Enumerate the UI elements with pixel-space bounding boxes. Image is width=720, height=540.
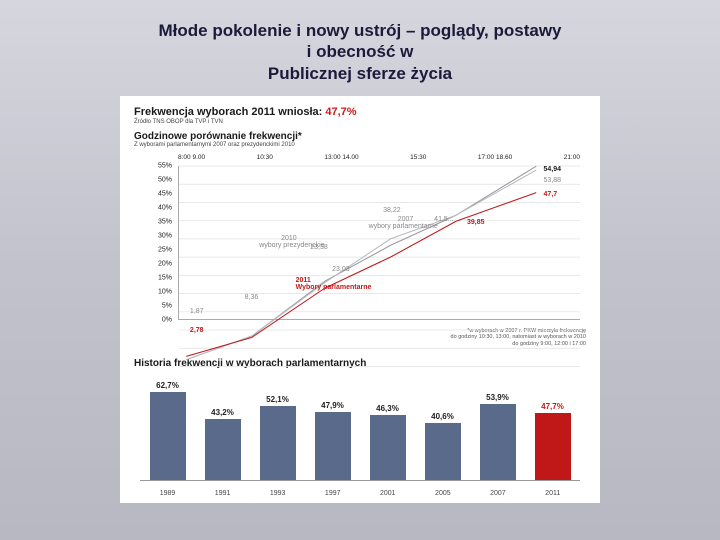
linechart-y-tick: 40%: [158, 204, 172, 211]
linechart-annotation: 53,88: [544, 177, 562, 184]
bar-group: 40,6%: [425, 412, 461, 480]
linechart-annotation: 54,94: [544, 166, 562, 173]
bar-group: 47,7%: [535, 402, 571, 480]
linechart-y-tick: 45%: [158, 190, 172, 197]
barchart-plot-area: 62,7% 43,2% 52,1% 47,9% 46,3% 40,6% 53,9% 47,7%: [140, 377, 580, 481]
headline-value: 47,7%: [325, 106, 356, 118]
linechart-y-tick: 5%: [162, 302, 172, 309]
linechart-series: [186, 166, 536, 359]
linechart-subnote: Z wyborami parlamentarnymi 2007 oraz pre…: [134, 142, 586, 148]
linechart-y-axis: 55%50%45%40%35%30%25%20%15%10%5%0%: [134, 166, 176, 320]
bar-x-label: 2005: [435, 490, 451, 497]
bar-value-label: 43,2%: [211, 408, 234, 417]
linechart-x-axis: 8:00 9.00 10:30 13:00 14.00 15:30 17:00 18.6…: [178, 154, 580, 161]
bar: [315, 412, 351, 479]
linechart-annotation: 39,85: [467, 219, 485, 226]
bar: [480, 404, 516, 480]
bar-group: 52,1%: [260, 395, 296, 479]
headline-source: Źródło TNS OBOP dla TVP i TVN: [134, 119, 586, 125]
bar-x-label: 1991: [215, 490, 231, 497]
slide: Młode pokolenie i nowy ustrój – poglądy,…: [0, 0, 720, 540]
linechart-annotation: wybory prezydenckie: [259, 242, 324, 249]
linechart-annotation: 2007: [398, 216, 414, 223]
slide-title: Młode pokolenie i nowy ustrój – poglądy,…: [40, 20, 680, 84]
content-panel: Frekwencja wyborach 2011 wniosła: 47,7% …: [120, 96, 600, 503]
bar-value-label: 52,1%: [266, 395, 289, 404]
bar-group: 46,3%: [370, 404, 406, 480]
bar: [150, 392, 186, 480]
linechart-annotation: 38,22: [383, 207, 401, 214]
linechart-y-tick: 35%: [158, 218, 172, 225]
bar-group: 62,7%: [150, 381, 186, 480]
linechart-x-tick: 21:00: [564, 154, 580, 161]
bar-x-label: 2011: [545, 490, 560, 497]
linechart-annotation: 47,7: [544, 191, 558, 198]
title-line-3: Publicznej sferze życia: [268, 64, 452, 83]
linechart-series: [186, 192, 536, 356]
linechart-annotation: 41,5...: [434, 216, 453, 223]
title-line-2: i obecność w: [307, 42, 414, 61]
bar-group: 47,9%: [315, 401, 351, 479]
bar-x-label: 2001: [380, 490, 396, 497]
headline: Frekwencja wyborach 2011 wniosła: 47,7%: [134, 106, 586, 118]
linechart-x-tick: 15:30: [410, 154, 426, 161]
bar-value-label: 46,3%: [376, 404, 399, 413]
bar-value-label: 53,9%: [486, 393, 509, 402]
linechart-annotation: wybory parlamentarne: [369, 223, 438, 230]
line-chart: 8:00 9.00 10:30 13:00 14.00 15:30 17:00 18.6…: [134, 154, 586, 324]
bar: [260, 406, 296, 479]
bar-chart: 62,7% 43,2% 52,1% 47,9% 46,3% 40,6% 53,9% 47,7%…: [134, 377, 586, 497]
linechart-x-tick: 13:00 14.00: [324, 154, 358, 161]
linechart-y-tick: 50%: [158, 176, 172, 183]
bar: [425, 423, 461, 480]
bar-x-label: 1997: [325, 490, 341, 497]
linechart-annotation: Wybory parlamentarne: [296, 284, 372, 291]
linechart-title: Godzinowe porównanie frekwencji*: [134, 131, 586, 142]
linechart-y-tick: 15%: [158, 274, 172, 281]
bar-value-label: 40,6%: [431, 412, 454, 421]
linechart-annotation: 8,36: [245, 294, 259, 301]
linechart-annotation: 2,78: [190, 327, 204, 334]
linechart-y-tick: 55%: [158, 162, 172, 169]
linechart-annotation: 23,03: [332, 266, 350, 273]
linechart-y-tick: 25%: [158, 246, 172, 253]
linechart-y-tick: 30%: [158, 232, 172, 239]
linechart-plot-area: 1,872,788,3623,3823,032010wybory prezyde…: [178, 166, 580, 320]
barchart-x-axis: 1989 1991 1993 1997 2001 2005 2007 2011: [140, 490, 580, 497]
headline-text: Frekwencja wyborach 2011 wniosła:: [134, 106, 322, 118]
linechart-annotation: 1,87: [190, 308, 204, 315]
title-line-1: Młode pokolenie i nowy ustrój – poglądy,…: [158, 21, 561, 40]
linechart-y-tick: 20%: [158, 260, 172, 267]
linechart-y-tick: 10%: [158, 288, 172, 295]
bar-value-label: 62,7%: [156, 381, 179, 390]
linechart-x-tick: 10:30: [257, 154, 273, 161]
bar-group: 43,2%: [205, 408, 241, 480]
bar: [535, 413, 571, 480]
linechart-svg: [179, 166, 580, 367]
bar: [205, 419, 241, 480]
linechart-annotation: 2010: [281, 235, 297, 242]
linechart-x-tick: 17:00 18.60: [478, 154, 512, 161]
bar-value-label: 47,9%: [321, 401, 344, 410]
bar-x-label: 2007: [490, 490, 506, 497]
linechart-x-tick: 8:00 9.00: [178, 154, 205, 161]
bar-group: 53,9%: [480, 393, 516, 480]
bar-x-label: 1993: [270, 490, 286, 497]
linechart-y-tick: 0%: [162, 316, 172, 323]
bar: [370, 415, 406, 480]
linechart-annotation: 2011: [296, 277, 311, 284]
bar-value-label: 47,7%: [541, 402, 564, 411]
bar-x-label: 1989: [160, 490, 176, 497]
